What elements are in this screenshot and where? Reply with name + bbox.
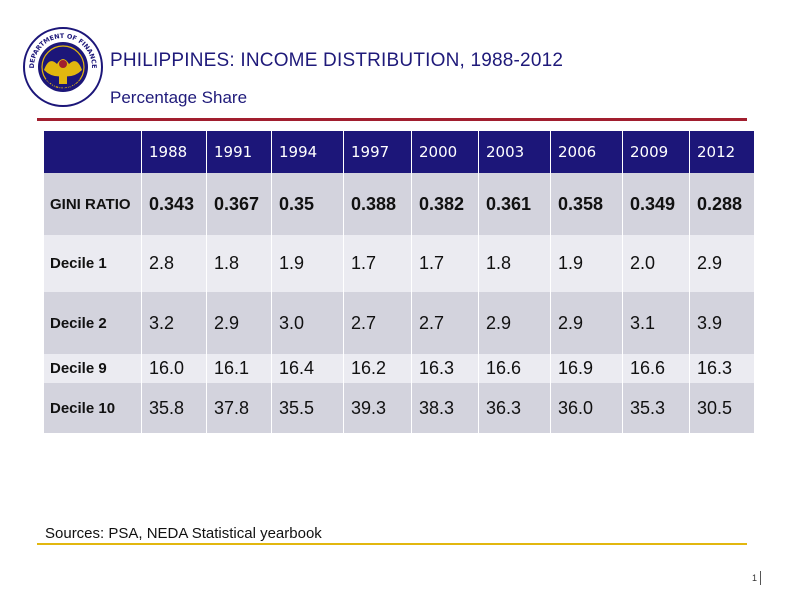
table-cell: 1.7 (343, 235, 412, 292)
header-cell: 1991 (206, 131, 272, 173)
table-cell: 0.388 (343, 173, 412, 235)
table-row-decile-2: Decile 2 3.2 2.9 3.0 2.7 2.7 2.9 2.9 3.1… (43, 292, 755, 354)
header-cell (43, 131, 142, 173)
row-label: Decile 10 (43, 383, 142, 433)
table-cell: 3.0 (271, 292, 344, 354)
row-label: Decile 2 (43, 292, 142, 354)
table-cell: 16.6 (622, 354, 690, 383)
header-cell: 1997 (343, 131, 412, 173)
table-cell: 0.367 (206, 173, 272, 235)
table-header-row: 1988 1991 1994 1997 2000 2003 2006 2009 … (43, 131, 755, 173)
table-cell: 36.3 (478, 383, 551, 433)
table-row-decile-1: Decile 1 2.8 1.8 1.9 1.7 1.7 1.8 1.9 2.0… (43, 235, 755, 292)
table-cell: 35.5 (271, 383, 344, 433)
income-distribution-table: 1988 1991 1994 1997 2000 2003 2006 2009 … (43, 131, 755, 433)
table-cell: 1.7 (411, 235, 479, 292)
footer-divider (37, 543, 747, 545)
header-cell: 1988 (141, 131, 207, 173)
table-cell: 16.9 (550, 354, 623, 383)
table-cell: 0.35 (271, 173, 344, 235)
table-row-gini-ratio: GINI RATIO 0.343 0.367 0.35 0.388 0.382 … (43, 173, 755, 235)
table-cell: 2.9 (689, 235, 755, 292)
table-cell: 2.9 (206, 292, 272, 354)
header-cell: 2000 (411, 131, 479, 173)
table-cell: 16.4 (271, 354, 344, 383)
table-cell: 2.9 (478, 292, 551, 354)
table-cell: 16.6 (478, 354, 551, 383)
table-cell: 36.0 (550, 383, 623, 433)
row-label: Decile 1 (43, 235, 142, 292)
table-cell: 0.288 (689, 173, 755, 235)
table-cell: 16.0 (141, 354, 207, 383)
table-cell: 0.358 (550, 173, 623, 235)
table-cell: 1.9 (271, 235, 344, 292)
table-row-decile-9: Decile 9 16.0 16.1 16.4 16.2 16.3 16.6 1… (43, 354, 755, 383)
table-cell: 2.7 (411, 292, 479, 354)
title-divider (37, 118, 747, 121)
table-cell: 37.8 (206, 383, 272, 433)
page-number: 1 (752, 573, 758, 583)
table-cell: 39.3 (343, 383, 412, 433)
row-label: Decile 9 (43, 354, 142, 383)
table-cell: 16.3 (411, 354, 479, 383)
header-cell: 2003 (478, 131, 551, 173)
table-cell: 38.3 (411, 383, 479, 433)
table-cell: 35.8 (141, 383, 207, 433)
table-cell: 3.9 (689, 292, 755, 354)
header-cell: 1994 (271, 131, 344, 173)
slide-subtitle: Percentage Share (110, 88, 248, 107)
table-cell: 2.0 (622, 235, 690, 292)
page-number-divider (760, 571, 761, 585)
row-label: GINI RATIO (43, 173, 142, 235)
table-cell: 1.8 (206, 235, 272, 292)
table-cell: 0.382 (411, 173, 479, 235)
header-cell: 2012 (689, 131, 755, 173)
table-cell: 1.8 (478, 235, 551, 292)
table-cell: 30.5 (689, 383, 755, 433)
table-cell: 0.361 (478, 173, 551, 235)
table-cell: 0.343 (141, 173, 207, 235)
sources-note: Sources: PSA, NEDA Statistical yearbook (45, 525, 322, 542)
table-cell: 16.3 (689, 354, 755, 383)
table-cell: 35.3 (622, 383, 690, 433)
header-cell: 2006 (550, 131, 623, 173)
table-cell: 2.8 (141, 235, 207, 292)
slide-title: PHILIPPINES: INCOME DISTRIBUTION, 1988-2… (110, 50, 564, 71)
table-cell: 1.9 (550, 235, 623, 292)
department-of-finance-seal: DEPARTMENT OF FINANCE PHILIPPINES (22, 26, 104, 108)
table-cell: 2.9 (550, 292, 623, 354)
table-cell: 2.7 (343, 292, 412, 354)
table-cell: 16.2 (343, 354, 412, 383)
table-row-decile-10: Decile 10 35.8 37.8 35.5 39.3 38.3 36.3 … (43, 383, 755, 433)
table-cell: 16.1 (206, 354, 272, 383)
header-cell: 2009 (622, 131, 690, 173)
table-cell: 3.1 (622, 292, 690, 354)
table-cell: 0.349 (622, 173, 690, 235)
table-cell: 3.2 (141, 292, 207, 354)
